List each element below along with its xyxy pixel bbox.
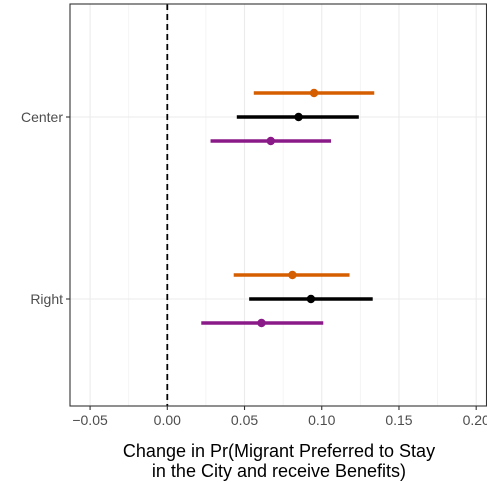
y-tick-label: Center [21, 109, 63, 125]
y-axis: Center Right [21, 109, 70, 307]
point-estimate [257, 318, 266, 328]
x-axis-title-line-1: Change in Pr(Migrant Preferred to Stay [123, 441, 435, 461]
point-estimate [306, 294, 316, 304]
x-tick-label: −0.05 [72, 412, 108, 428]
x-tick-label: 0.10 [308, 412, 335, 428]
y-tick-label: Right [30, 291, 63, 307]
x-tick-label: 0.00 [154, 412, 181, 428]
x-tick-label: 0.05 [231, 412, 258, 428]
point-estimate [288, 270, 297, 280]
x-axis: −0.05 0.00 0.05 0.10 0.15 0.20 [72, 406, 487, 428]
x-axis-title-line-2: in the City and receive Benefits) [152, 461, 406, 481]
x-tick-label: 0.15 [385, 412, 412, 428]
point-estimate [294, 112, 303, 122]
x-tick-label: 0.20 [463, 412, 487, 428]
point-estimate [266, 136, 275, 146]
point-estimate [309, 88, 319, 98]
